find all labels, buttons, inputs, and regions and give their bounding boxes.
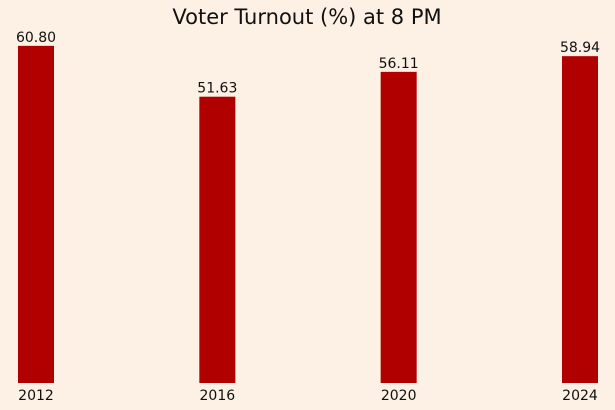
value-label: 51.63	[197, 81, 237, 97]
bar	[18, 45, 54, 383]
bar	[562, 56, 598, 383]
bar	[380, 71, 417, 384]
value-label: 60.80	[16, 30, 56, 46]
x-tick-label: 2012	[18, 388, 54, 404]
value-label: 56.11	[379, 56, 419, 72]
x-tick-label: 2016	[200, 388, 236, 404]
chart-title: Voter Turnout (%) at 8 PM	[172, 5, 441, 29]
x-tick-label: 2024	[562, 388, 598, 404]
x-tick-label: 2020	[381, 388, 417, 404]
value-label: 58.94	[560, 40, 600, 56]
bar	[199, 96, 236, 384]
